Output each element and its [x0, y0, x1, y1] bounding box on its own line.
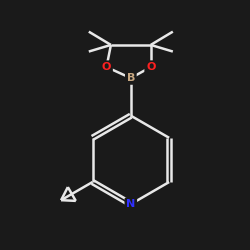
- Text: B: B: [127, 73, 135, 83]
- Text: O: O: [102, 62, 111, 72]
- Text: O: O: [146, 62, 156, 72]
- Text: N: N: [126, 199, 136, 209]
